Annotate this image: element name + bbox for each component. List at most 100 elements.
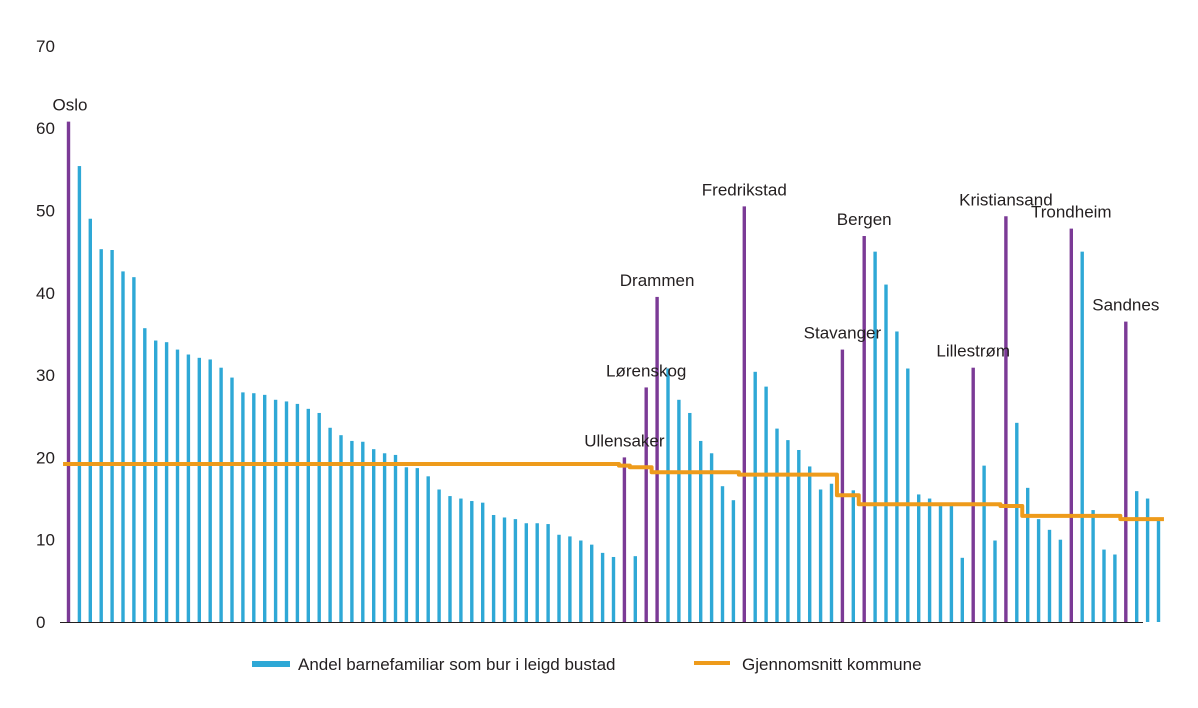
bar [284,401,289,622]
y-tick-label: 0 [36,613,45,632]
bar [448,496,452,622]
bar [611,556,616,622]
bar [208,359,212,622]
bar [1058,539,1063,622]
bar [927,498,932,622]
bar [1015,422,1019,622]
bar-highlight [644,387,648,622]
bar [404,467,409,622]
bar-highlight [971,367,975,622]
bar [1145,498,1150,622]
bar [328,427,332,622]
bar [372,449,376,622]
bar [491,515,496,622]
bar [186,354,191,622]
bar [938,502,943,622]
city-labels: Oslo Ullensaker Lørenskog Drammen Fredriksta… [53,96,1160,451]
bar [252,393,256,622]
city-label: Oslo [53,96,88,115]
bar [895,331,899,622]
city-label: Stavanger [804,324,882,343]
y-tick-label: 40 [36,284,55,303]
city-label: Drammen [620,271,695,290]
bar [753,371,757,622]
bar [960,557,964,622]
bar [143,328,147,622]
bar [993,540,997,622]
bar [600,552,605,622]
bar [590,544,594,622]
bar [873,251,877,622]
bar [917,494,921,622]
bar [709,453,714,622]
bar [415,468,419,622]
legend-bar-swatch [252,661,290,667]
bar-highlight [66,121,71,623]
y-tick-label: 20 [36,448,55,467]
bar [535,523,539,622]
bar [775,428,779,622]
bar [361,441,365,622]
bar [1047,529,1052,622]
y-tick-label: 50 [36,202,55,221]
bar [884,284,888,622]
bar [110,250,114,622]
legend-item-average: Gjennomsnitt kommune [694,655,922,674]
bar [306,408,310,622]
bar [677,399,681,622]
bar [230,377,234,622]
bar [764,386,768,622]
bar [350,440,354,622]
bar [77,166,82,622]
bar [481,502,485,622]
bar [1080,251,1084,622]
bar [666,368,670,622]
bar [1135,491,1139,622]
bar [382,453,387,622]
bar [219,367,223,622]
y-tick-label: 70 [36,37,55,56]
bar [132,277,136,622]
y-tick-label: 30 [36,366,55,385]
legend-average-label: Gjennomsnitt kommune [742,655,922,674]
bar [786,440,790,622]
legend: Andel barnefamiliar som bur i leigd bust… [252,655,922,674]
bar [720,486,725,622]
city-label: Trondheim [1031,203,1112,222]
bar [906,368,910,622]
bar [502,517,507,622]
average-step-line [63,461,1164,522]
bar [1026,487,1030,622]
bar [949,504,954,622]
bar [88,218,92,623]
bar [982,465,986,622]
city-label: Fredrikstad [702,180,787,199]
city-label: Lørenskog [606,361,686,380]
bar [197,357,201,622]
bar [154,340,158,622]
bar [513,519,518,623]
bar [808,466,812,622]
average-line [63,461,1164,522]
legend-item-bar: Andel barnefamiliar som bur i leigd bust… [252,655,616,674]
bar [568,536,572,622]
bar [524,523,528,622]
bar-highlight [862,236,866,622]
y-tick-label: 10 [36,531,55,550]
bars [66,121,1161,623]
bar [164,342,169,622]
bar [317,412,321,622]
bar [699,440,703,622]
bar [175,349,180,622]
bar [731,500,736,622]
bar-highlight [1004,216,1008,622]
bar [426,476,430,622]
bar [273,399,278,622]
city-label: Sandnes [1092,296,1159,315]
bar [1102,549,1106,622]
bar [1156,517,1161,622]
bar [99,249,103,622]
bar [393,454,398,622]
bar [633,556,637,622]
